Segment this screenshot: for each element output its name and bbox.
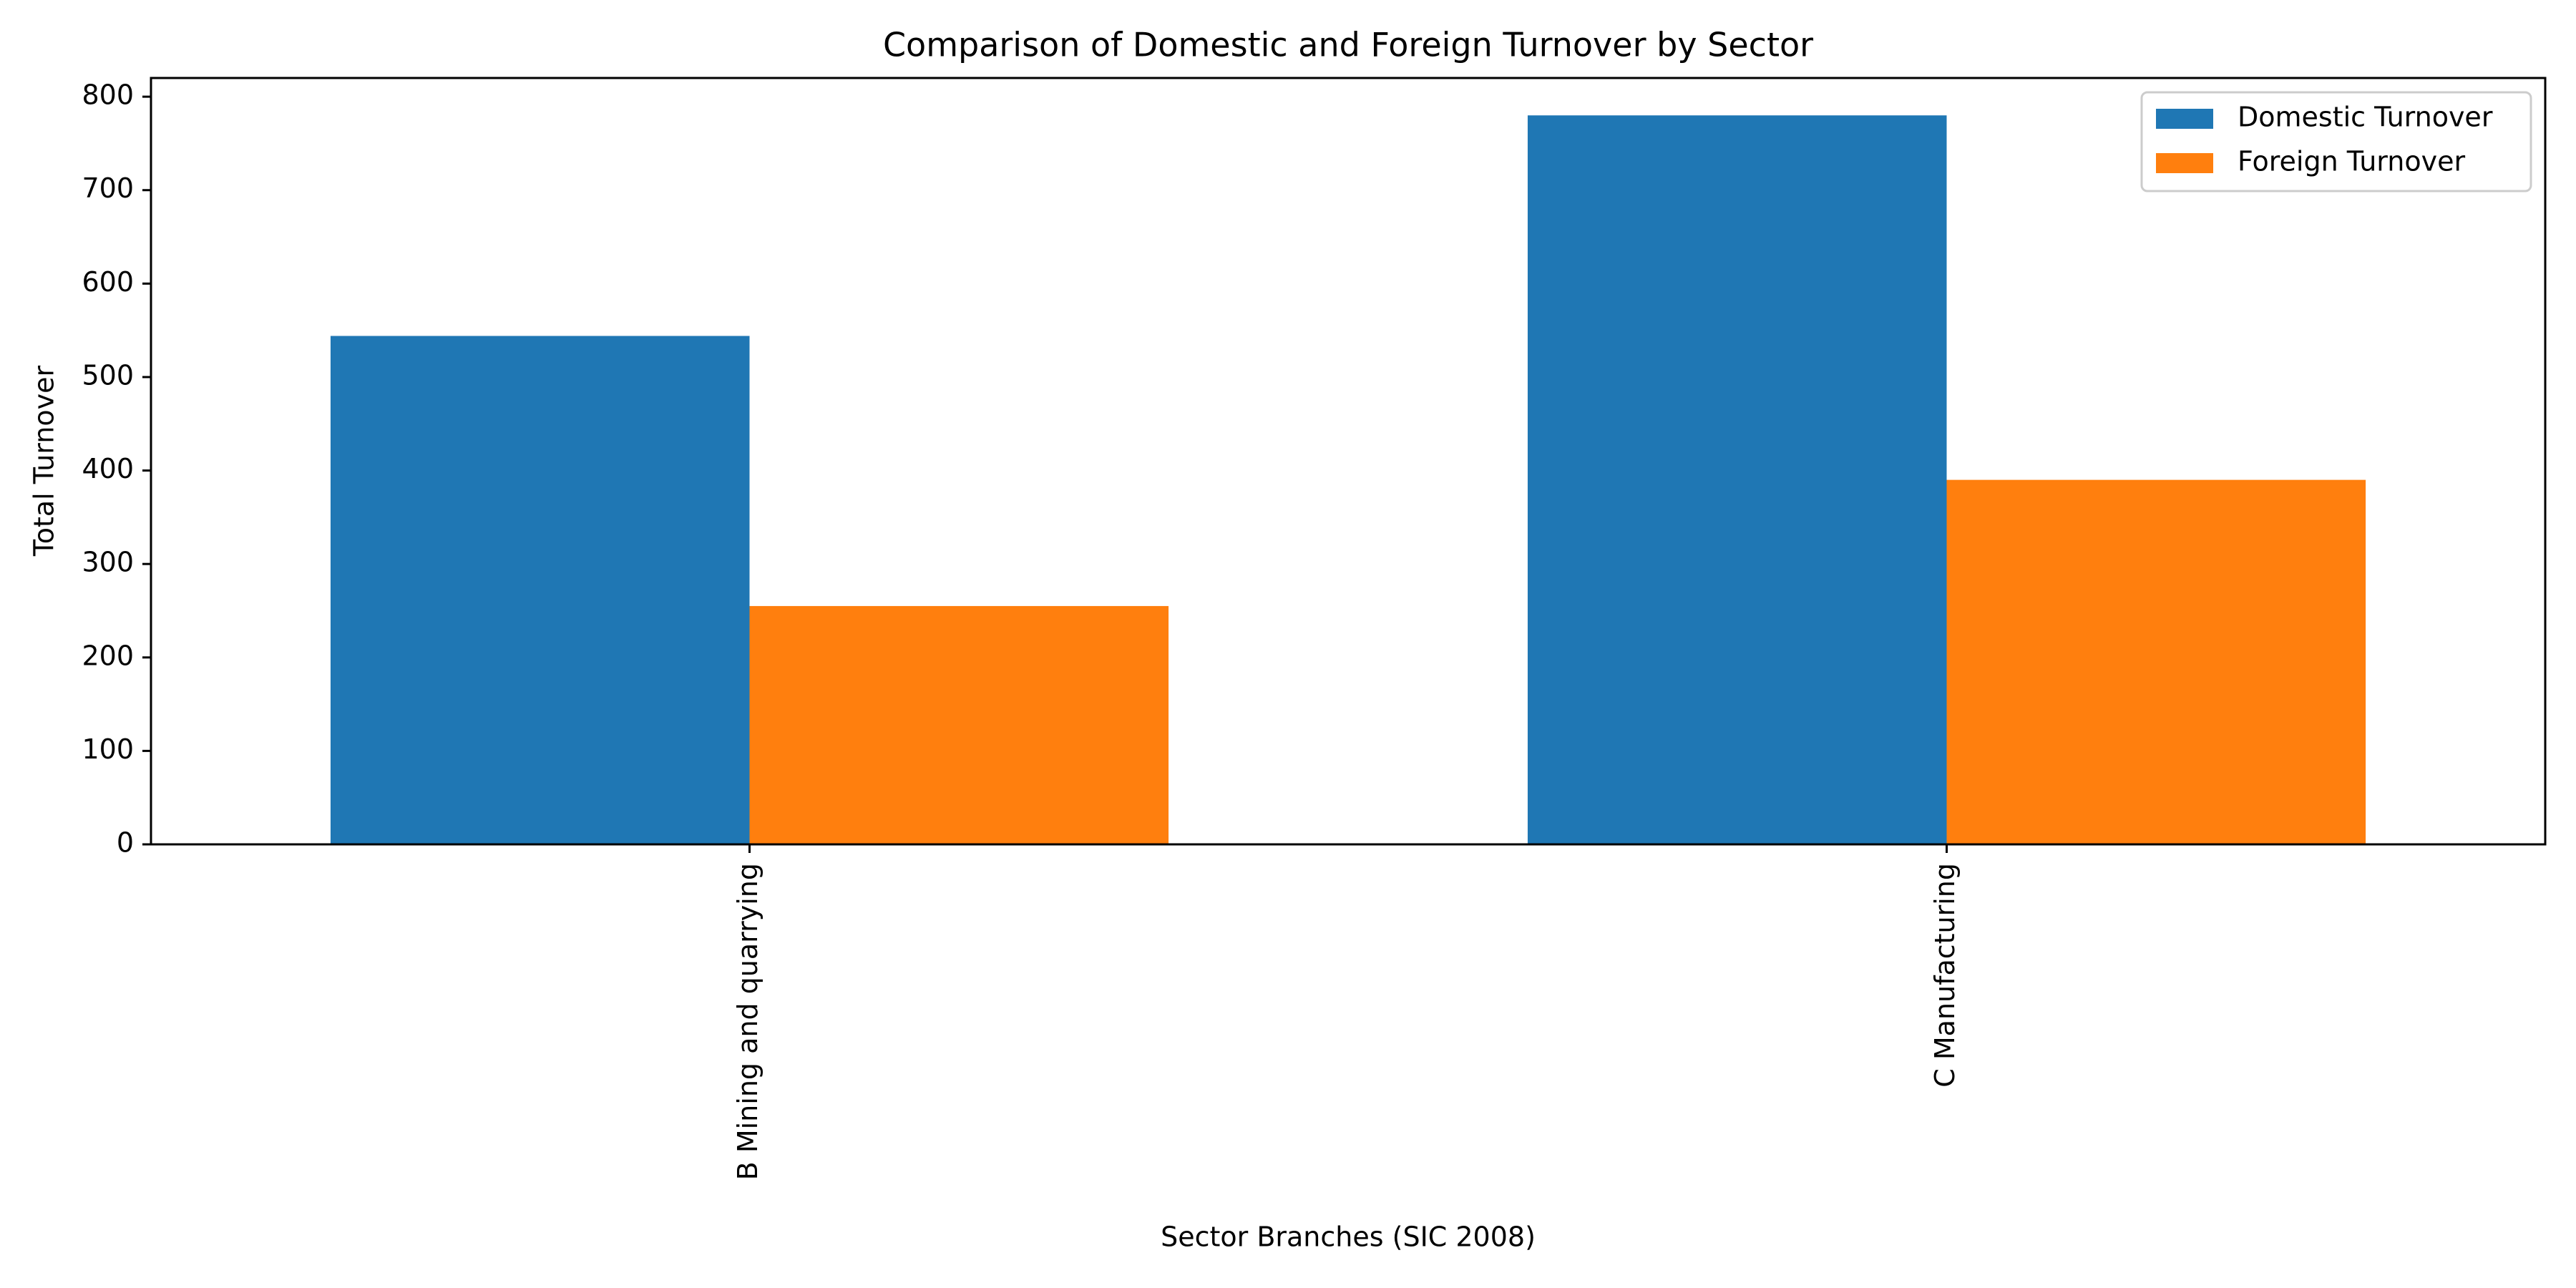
y-tick-label: 500 bbox=[82, 359, 134, 391]
y-axis: 0 100 200 300 400 500 600 700 800 bbox=[82, 79, 151, 859]
x-tick-label: B Mining and quarrying bbox=[732, 863, 763, 1180]
y-tick-label: 700 bbox=[82, 172, 134, 204]
x-tick-label: C Manufacturing bbox=[1929, 863, 1961, 1088]
legend-label-domestic-turnover: Domestic Turnover bbox=[2238, 102, 2493, 133]
bar-domestic-turnover-c-manufacturing bbox=[1527, 115, 1947, 844]
x-axis-label: Sector Branches (SIC 2008) bbox=[1161, 1221, 1536, 1253]
bars-layer bbox=[330, 115, 2366, 845]
y-tick-label: 300 bbox=[82, 547, 134, 578]
y-tick-label: 600 bbox=[82, 266, 134, 298]
y-tick-label: 400 bbox=[82, 453, 134, 484]
y-tick-label: 800 bbox=[82, 79, 134, 111]
legend: Domestic Turnover Foreign Turnover bbox=[2140, 91, 2532, 192]
y-axis-label: Total Turnover bbox=[29, 366, 60, 557]
legend-swatch-domestic-turnover bbox=[2156, 109, 2213, 129]
y-tick-label: 200 bbox=[82, 640, 134, 671]
x-axis: B Mining and quarrying C Manufacturing bbox=[732, 844, 1961, 1180]
legend-box bbox=[2140, 91, 2532, 192]
bar-foreign-turnover-c-manufacturing bbox=[1946, 479, 2366, 844]
plot-frame bbox=[150, 77, 2547, 846]
legend-swatch-foreign-turnover bbox=[2156, 153, 2213, 173]
bar-domestic-turnover-b-mining-and-quarrying bbox=[330, 336, 750, 845]
y-tick-label: 0 bbox=[117, 827, 134, 859]
bar-foreign-turnover-b-mining-and-quarrying bbox=[749, 605, 1169, 844]
legend-label-foreign-turnover: Foreign Turnover bbox=[2238, 146, 2465, 177]
chart-title: Comparison of Domestic and Foreign Turno… bbox=[883, 26, 1813, 64]
y-tick-label: 100 bbox=[82, 733, 134, 765]
